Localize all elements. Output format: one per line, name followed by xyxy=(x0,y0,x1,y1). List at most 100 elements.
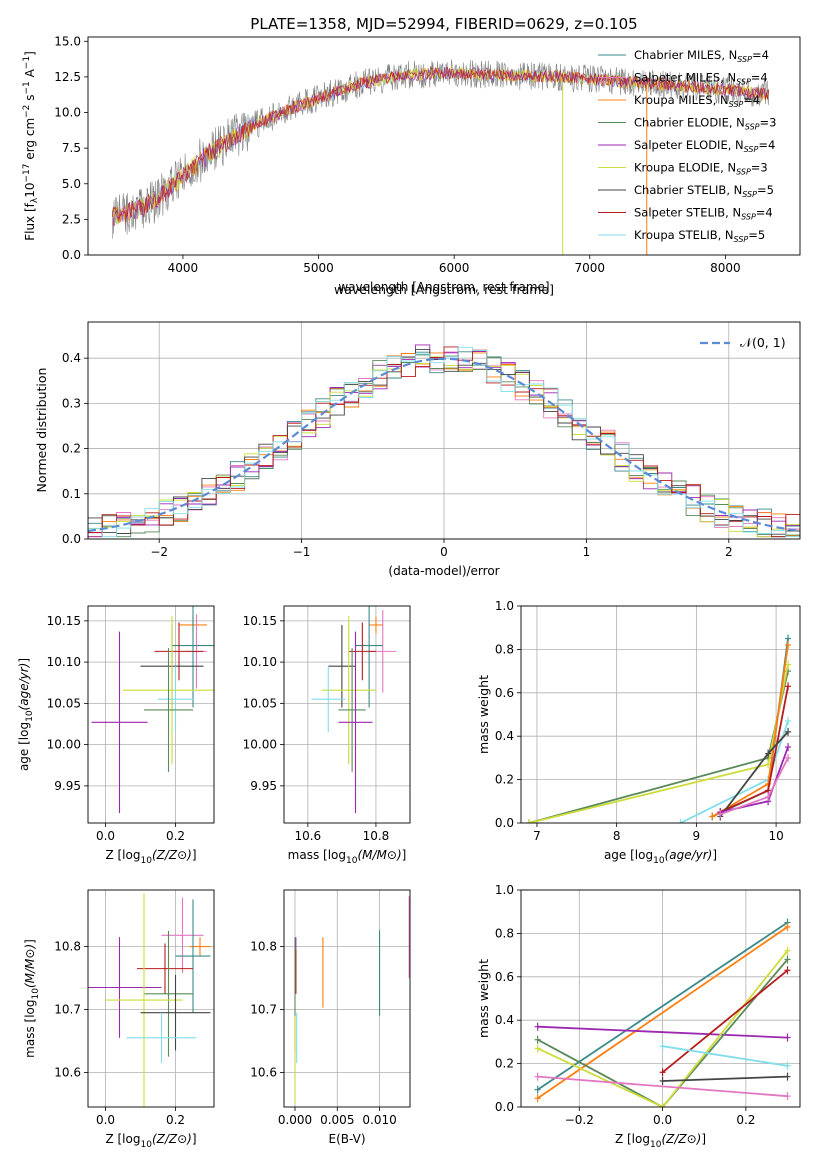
x-tick-label: 0.010 xyxy=(362,1113,396,1127)
x-tick-label: 0.0 xyxy=(96,829,115,843)
y-tick-label: 0.2 xyxy=(495,1057,514,1071)
y-tick-label: 0.4 xyxy=(495,1013,514,1027)
chart-spectrum: 4000 5000 6000 7000 8000 0.0 2.5 5.0 7.5 10.0 12.5… xyxy=(22,34,801,297)
series-line xyxy=(537,950,789,1107)
spectrum-line xyxy=(112,66,769,224)
x-axis-label-text: wavelength [Angstrom, rest frame] xyxy=(334,282,554,297)
y-tick-label: 10.8 xyxy=(54,940,81,954)
y-tick-label: 10.15 xyxy=(47,614,81,628)
series-line xyxy=(662,1045,788,1067)
y-tick-label: 0.8 xyxy=(495,642,514,656)
plot-area xyxy=(534,918,791,1107)
chart-mass_vs_ebv: 0.000 0.005 0.010 10.6 10.7 10.8 E(B-V) xyxy=(250,889,411,1146)
y-tick-label: 9.95 xyxy=(54,779,81,793)
y-tick-label: 10.6 xyxy=(54,1065,81,1079)
series-line xyxy=(537,958,789,1107)
figure-title: PLATE=1358, MJD=52994, FIBERID=0629, z=0… xyxy=(250,15,637,33)
axes-frame xyxy=(87,36,801,256)
y-tick-label: 10.05 xyxy=(243,696,277,710)
y-tick-label: 10.8 xyxy=(250,940,277,954)
chart-age_vs_mass: 10.6 10.8 9.95 10.00 10.05 10.10 10.15 mass [lo… xyxy=(243,605,411,866)
series-line xyxy=(537,1075,788,1098)
x-axis-label: wavelength [Angstrom, rest frame] xyxy=(338,280,549,294)
chart-mass_vs_Z: 0.0 0.2 10.6 10.7 10.8 Z [log10(Z/Z⊙)] mass [l… xyxy=(23,889,215,1150)
legend-entry: Chabrier STELIB, NSSP=5 xyxy=(634,183,774,199)
y-tick-label: 2.5 xyxy=(62,212,81,226)
x-axis-label: Z [log10(Z/Z⊙)] xyxy=(105,848,196,866)
plot-area xyxy=(311,606,397,814)
y-axis-label: mass weight xyxy=(476,959,491,1038)
y-axis-label: Normed distribution xyxy=(34,368,49,493)
x-tick-label: 4000 xyxy=(168,261,199,275)
axes-frame xyxy=(87,605,215,824)
y-tick-label: 0.6 xyxy=(495,970,514,984)
plot-area xyxy=(294,896,410,1104)
x-tick-label: 8 xyxy=(613,829,621,843)
x-tick-label: 7000 xyxy=(575,261,606,275)
y-tick-label: 1.0 xyxy=(495,599,514,613)
legend-entry: Chabrier ELODIE, NSSP=3 xyxy=(634,116,776,132)
legend-entry: 𝒩(0, 1) xyxy=(740,335,786,350)
y-tick-label: 7.5 xyxy=(62,141,81,155)
y-tick-label: 10.7 xyxy=(54,1003,81,1017)
x-tick-label: 7 xyxy=(533,829,541,843)
legend-entry: Kroupa MILES, NSSP=4 xyxy=(634,93,760,109)
x-axis-label: age [log10(age/yr)] xyxy=(604,848,717,866)
x-tick-label: 8000 xyxy=(710,261,741,275)
y-tick-label: 10.00 xyxy=(243,738,277,752)
chart-weight_vs_Z: −0.2 0.0 0.2 0.0 0.2 0.4 0.6 0.8 1.0 Z [log10(Z/Z… xyxy=(476,883,801,1150)
x-tick-label: 0.0 xyxy=(653,1113,672,1127)
legend: 𝒩(0, 1) xyxy=(700,335,786,350)
axes-frame xyxy=(87,321,801,540)
x-axis-label: (data-model)/error xyxy=(388,564,499,578)
series-line xyxy=(662,1075,788,1082)
plot-area xyxy=(112,59,770,255)
axes-frame xyxy=(520,889,801,1108)
legend-entry: Kroupa ELODIE, NSSP=3 xyxy=(634,161,768,177)
y-tick-label: 0.0 xyxy=(62,532,81,546)
y-tick-label: 9.95 xyxy=(250,779,277,793)
y-tick-label: 0.1 xyxy=(62,487,81,501)
x-tick-label: 6000 xyxy=(439,261,470,275)
legend-entry: Kroupa STELIB, NSSP=5 xyxy=(634,228,765,244)
series-line xyxy=(662,969,789,1073)
y-tick-label: 10.6 xyxy=(250,1065,277,1079)
y-tick-label: 0.0 xyxy=(62,248,81,262)
x-tick-label: 0.0 xyxy=(96,1113,115,1127)
y-axis-label: Flux [fλ10−17 erg cm−2 s−1 A−1] xyxy=(22,51,40,241)
y-tick-label: 0.0 xyxy=(495,816,514,830)
x-axis-label: mass [log10(M/M⊙)] xyxy=(288,848,407,866)
legend-entry: Chabrier MILES, NSSP=4 xyxy=(634,48,769,64)
spectrum-line xyxy=(112,66,769,227)
chart-age_vs_Z: 0.0 0.2 9.95 10.00 10.05 10.10 10.15 Z [log10(Z… xyxy=(17,605,215,866)
x-tick-label: 0.005 xyxy=(320,1113,354,1127)
x-tick-label: 9 xyxy=(693,829,701,843)
y-tick-label: 0.0 xyxy=(495,1100,514,1114)
y-tick-label: 0.6 xyxy=(495,686,514,700)
y-tick-label: 0.2 xyxy=(495,773,514,787)
x-tick-label: 0 xyxy=(440,545,448,559)
y-tick-label: 5.0 xyxy=(62,177,81,191)
y-tick-label: 0.2 xyxy=(62,442,81,456)
x-tick-label: 10.8 xyxy=(363,829,390,843)
x-tick-label: 0.2 xyxy=(166,1113,185,1127)
series-line xyxy=(537,926,789,1100)
y-tick-label: 0.4 xyxy=(62,351,81,365)
x-tick-label: 10.6 xyxy=(294,829,321,843)
axes-frame xyxy=(520,605,801,824)
y-tick-label: 10.05 xyxy=(47,696,81,710)
legend-entry: Salpeter MILES, NSSP=4 xyxy=(634,71,768,87)
x-axis-label: Z [log10(Z/Z⊙)] xyxy=(105,1132,196,1150)
axes-frame xyxy=(283,889,411,1108)
plot-area xyxy=(91,606,214,814)
x-tick-label: 2 xyxy=(725,545,733,559)
y-axis-label: mass [log10(M/M⊙)] xyxy=(23,939,41,1058)
plot-area xyxy=(88,344,800,538)
x-tick-label: −1 xyxy=(293,545,311,559)
axes-frame xyxy=(283,605,411,824)
chart-weight_vs_age: 7 8 9 10 0.0 0.2 0.4 0.6 0.8 1.0 age [log10(age/yr… xyxy=(476,599,801,866)
series-line xyxy=(537,1025,788,1039)
legend-entry: Salpeter STELIB, NSSP=4 xyxy=(634,206,773,222)
legend: Chabrier MILES, NSSP=4 Salpeter MILES, NS… xyxy=(598,48,776,244)
